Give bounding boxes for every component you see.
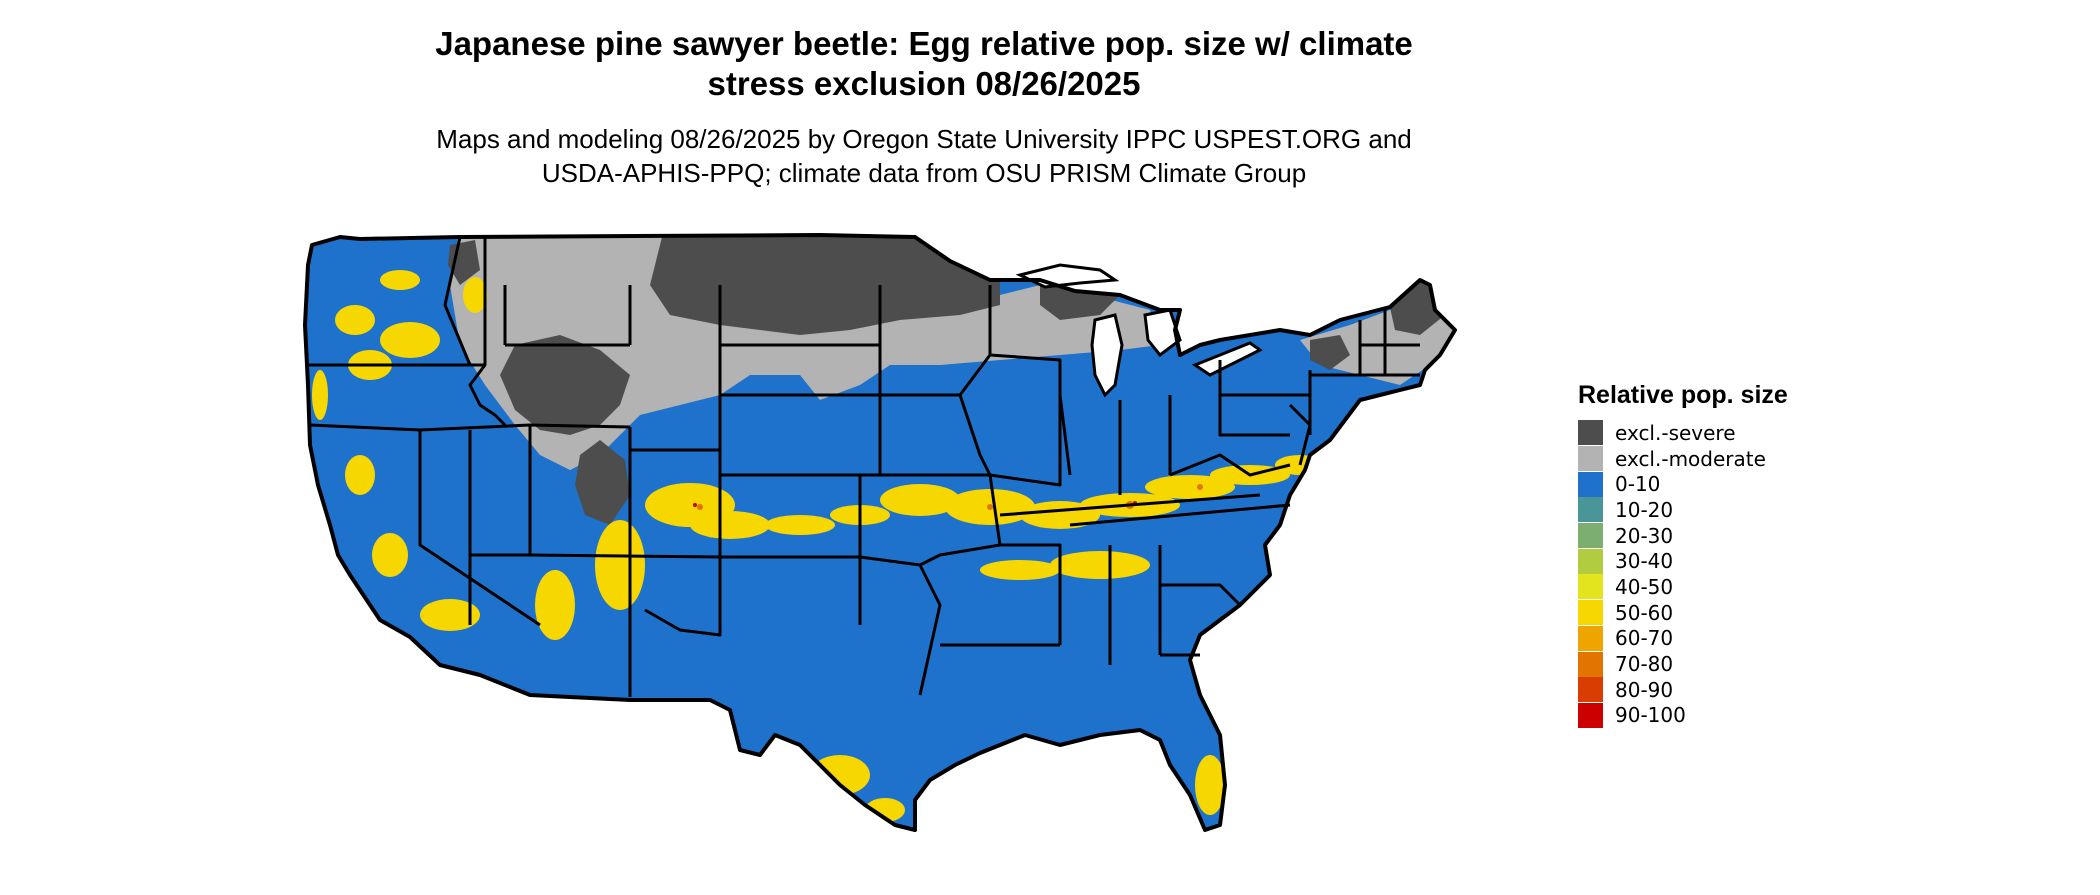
lake-michigan [1090, 313, 1124, 398]
map-title: Japanese pine sawyer beetle: Egg relativ… [435, 25, 1413, 102]
legend-swatch [1578, 523, 1603, 549]
legend-swatch [1578, 677, 1603, 703]
legend-label: 50-60 [1615, 600, 1674, 625]
legend-label: 70-80 [1615, 652, 1674, 677]
legend-label: excl.-moderate [1615, 446, 1766, 471]
legend-swatch [1578, 420, 1603, 446]
hotspots-50-60 [312, 270, 1325, 822]
legend-item: 30-40 [1578, 548, 1898, 574]
legend-item: excl.-severe [1578, 420, 1898, 446]
legend-swatch [1578, 651, 1603, 677]
lake-erie [1191, 341, 1263, 377]
us-map [300, 225, 1550, 895]
legend-item: 50-60 [1578, 600, 1898, 626]
legend-swatch [1578, 625, 1603, 651]
legend-item: 0-10 [1578, 471, 1898, 497]
legend-item: 80-90 [1578, 677, 1898, 703]
legend-swatch [1578, 574, 1603, 600]
legend-swatch [1578, 497, 1603, 523]
excl-severe-minnesota [730, 235, 960, 300]
legend-item: 10-20 [1578, 497, 1898, 523]
legend-item: 20-30 [1578, 523, 1898, 549]
legend-label: 90-100 [1615, 703, 1686, 728]
legend: Relative pop. size excl.-severe excl.-mod… [1578, 380, 1898, 728]
legend-items: excl.-severe excl.-moderate 0-10 10-20 20-30… [1578, 420, 1898, 728]
map-layers [312, 235, 1455, 822]
legend-item: excl.-moderate [1578, 446, 1898, 472]
legend-item: 40-50 [1578, 574, 1898, 600]
legend-item: 90-100 [1578, 702, 1898, 729]
state-borders [303, 233, 1457, 832]
legend-label: 80-90 [1615, 677, 1674, 702]
legend-label: excl.-severe [1615, 420, 1736, 445]
legend-title: Relative pop. size [1578, 381, 1788, 409]
map-subtitle: Maps and modeling 08/26/2025 by Oregon S… [436, 124, 1412, 188]
excl-severe-wyoming [500, 335, 630, 435]
legend-swatch [1578, 471, 1603, 497]
legend-label: 0-10 [1615, 472, 1661, 497]
legend-swatch [1578, 446, 1603, 472]
excl-severe-adirondacks [1310, 335, 1350, 370]
excl-severe-colorado [575, 440, 630, 525]
legend-item: 60-70 [1578, 625, 1898, 652]
legend-item: 70-80 [1578, 651, 1898, 677]
legend-swatch [1578, 548, 1603, 574]
legend-label: 20-30 [1615, 523, 1674, 548]
legend-label: 30-40 [1615, 549, 1674, 574]
legend-label: 10-20 [1615, 497, 1674, 522]
legend-swatch [1578, 600, 1603, 626]
legend-label: 40-50 [1615, 574, 1674, 599]
legend-label: 60-70 [1615, 626, 1674, 651]
legend-swatch [1578, 702, 1603, 728]
